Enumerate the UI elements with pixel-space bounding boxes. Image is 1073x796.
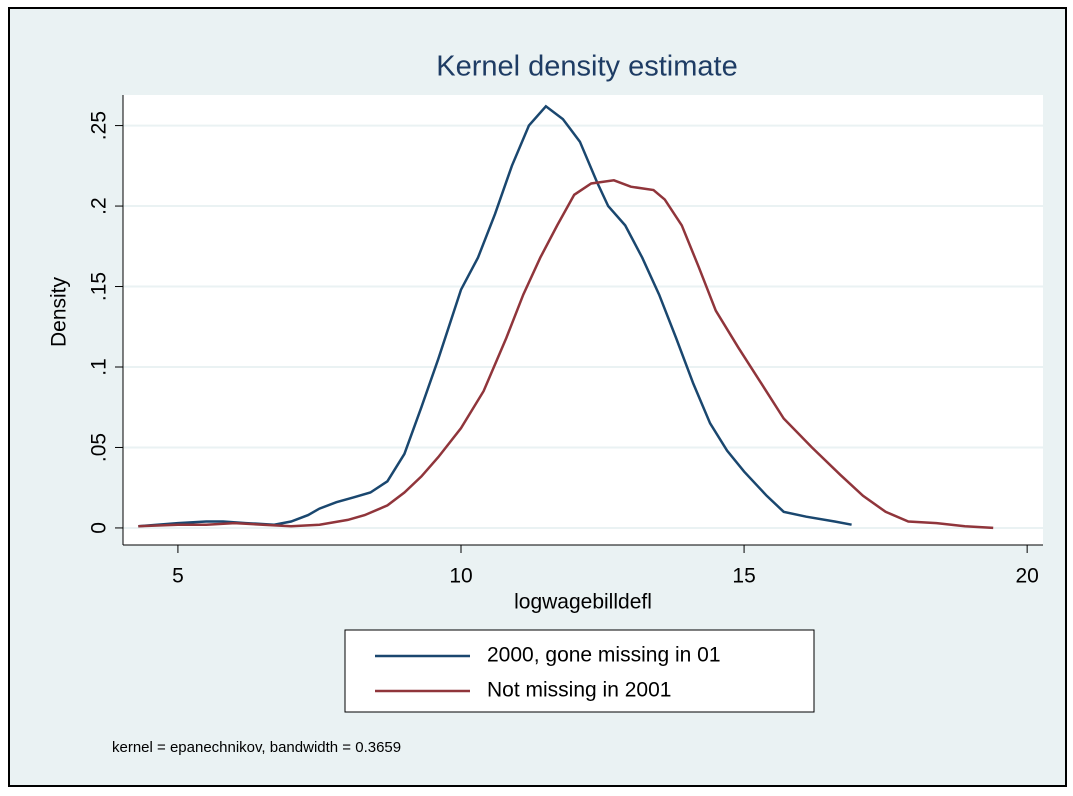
y-tick-label: .2 (88, 197, 111, 215)
legend-label: Not missing in 2001 (487, 679, 671, 702)
legend (344, 629, 815, 713)
legend-label: 2000, gone missing in 01 (487, 644, 721, 667)
note: kernel = epanechnikov, bandwidth = 0.365… (112, 739, 401, 756)
x-tick-label: 15 (732, 565, 755, 588)
y-tick-label: 0 (88, 522, 111, 534)
x-axis-label: logwagebilldefl (514, 591, 652, 614)
y-tick-label: .25 (88, 111, 111, 140)
y-tick-label: .05 (88, 433, 111, 462)
series-line (138, 179, 994, 530)
x-tick-label: 10 (449, 565, 472, 588)
series-line (138, 104, 852, 528)
x-tick-label: 5 (172, 565, 184, 588)
plot-area (123, 95, 1043, 545)
chart-title: Kernel density estimate (436, 51, 737, 83)
y-tick-label: .15 (88, 272, 111, 301)
x-tick-label: 20 (1015, 565, 1038, 588)
y-tick-label: .1 (88, 358, 111, 376)
y-axis-label: Density (48, 276, 71, 347)
